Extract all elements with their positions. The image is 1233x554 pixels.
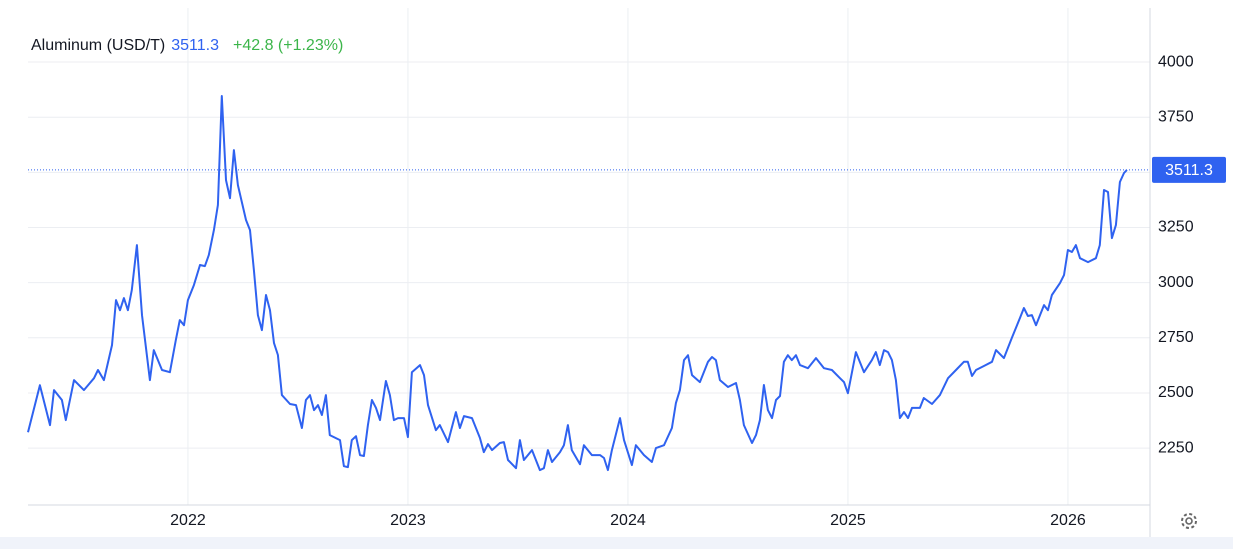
settings-icon[interactable] xyxy=(1181,513,1197,529)
y-tick-label: 4000 xyxy=(1158,53,1194,70)
y-tick-label: 2250 xyxy=(1158,439,1194,456)
footer-strip xyxy=(0,537,1233,549)
y-tick-label: 2500 xyxy=(1158,384,1194,401)
y-tick-label: 3000 xyxy=(1158,274,1194,291)
last-price: 3511.3 xyxy=(171,37,219,54)
y-tick-label: 3250 xyxy=(1158,219,1194,236)
x-tick-label: 2025 xyxy=(830,512,866,529)
y-tick-label: 3750 xyxy=(1158,108,1194,125)
last-price-label: 3511.3 xyxy=(1165,162,1213,179)
x-tick-label: 2026 xyxy=(1050,512,1086,529)
last-price-box xyxy=(1152,156,1226,183)
price-line xyxy=(27,95,1128,472)
x-tick-label: 2023 xyxy=(390,512,426,529)
legend: Aluminum (USD/T) 3511.3 +42.8 (+1.23%) xyxy=(31,37,343,54)
chart-title: Aluminum (USD/T) xyxy=(31,37,165,54)
change: +42.8 (+1.23%) xyxy=(233,37,343,54)
x-tick-label: 2024 xyxy=(610,512,646,529)
y-tick-label: 2750 xyxy=(1158,329,1194,346)
x-tick-label: 2022 xyxy=(170,512,206,529)
